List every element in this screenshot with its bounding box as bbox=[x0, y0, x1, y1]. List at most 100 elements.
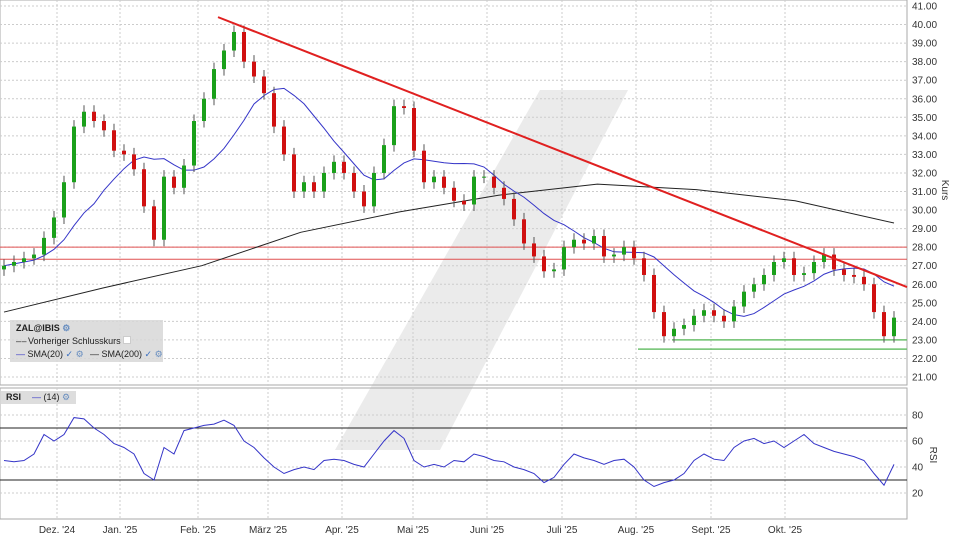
price-panel-frame bbox=[0, 0, 908, 386]
x-tick-label: Okt. '25 bbox=[768, 525, 803, 536]
candle-body bbox=[242, 31, 246, 62]
y-tick-label: 40.00 bbox=[912, 20, 937, 31]
candle-body bbox=[472, 176, 476, 205]
y-axis-label: Kurs bbox=[939, 180, 950, 201]
candle-body bbox=[442, 176, 446, 188]
candle-body bbox=[552, 269, 556, 272]
rsi-period[interactable]: — (14) ⚙ bbox=[32, 392, 71, 402]
candle-body bbox=[862, 276, 866, 285]
y-tick-label: 39.00 bbox=[912, 39, 937, 50]
rsi-legend: RSI — (14) ⚙ bbox=[0, 391, 76, 404]
candle-body bbox=[102, 121, 106, 131]
candle-body bbox=[882, 312, 886, 337]
candle-body bbox=[822, 254, 826, 262]
gear-icon[interactable]: ⚙ bbox=[75, 349, 84, 359]
candle-body bbox=[752, 284, 756, 292]
candle-body bbox=[802, 273, 806, 275]
rsi-tick-label: 40 bbox=[912, 463, 924, 474]
candle-body bbox=[282, 126, 286, 155]
x-tick-label: Aug. '25 bbox=[618, 525, 655, 536]
candle-body bbox=[402, 106, 406, 109]
candle-body bbox=[512, 198, 516, 220]
x-tick-label: Jan. '25 bbox=[103, 525, 138, 536]
gear-icon[interactable]: ⚙ bbox=[62, 392, 71, 402]
y-tick-label: 30.00 bbox=[912, 206, 937, 217]
candle-body bbox=[332, 161, 336, 173]
candle-body bbox=[62, 182, 66, 218]
check-icon[interactable]: ✓ bbox=[144, 349, 153, 359]
candle-body bbox=[312, 182, 316, 192]
candle-body bbox=[592, 236, 596, 244]
candle-body bbox=[272, 93, 276, 127]
candle-body bbox=[762, 274, 766, 285]
y-tick-label: 27.00 bbox=[912, 261, 937, 272]
checkbox-icon[interactable] bbox=[123, 336, 132, 344]
candle-body bbox=[662, 312, 666, 337]
candle-body bbox=[612, 254, 616, 257]
candle-body bbox=[82, 111, 86, 127]
candle-body bbox=[462, 200, 466, 205]
x-tick-label: März '25 bbox=[249, 525, 287, 536]
candle-body bbox=[382, 145, 386, 173]
candle-body bbox=[532, 243, 536, 257]
candle-body bbox=[702, 310, 706, 316]
y-tick-label: 28.00 bbox=[912, 243, 937, 254]
candle-body bbox=[832, 254, 836, 270]
y-tick-label: 32.00 bbox=[912, 168, 937, 179]
y-tick-label: 22.00 bbox=[912, 354, 937, 365]
candle-body bbox=[642, 258, 646, 275]
sma20-line bbox=[3, 87, 895, 317]
candle-body bbox=[692, 315, 696, 326]
candle-body bbox=[872, 284, 876, 313]
y-tick-label: 35.00 bbox=[912, 113, 937, 124]
x-tick-label: Sept. '25 bbox=[691, 525, 731, 536]
y-tick-label: 37.00 bbox=[912, 76, 937, 87]
rsi-panel-frame bbox=[0, 387, 908, 520]
legend-prev-close[interactable]: – – Vorheriger Schlusskurs bbox=[16, 336, 132, 346]
candle-body bbox=[292, 154, 296, 192]
candle-body bbox=[132, 154, 136, 170]
candle-body bbox=[162, 176, 166, 240]
y-tick-label: 25.00 bbox=[912, 298, 937, 309]
x-tick-label: Dez. '24 bbox=[39, 525, 76, 536]
candle-body bbox=[322, 172, 326, 192]
candle-body bbox=[252, 61, 256, 77]
candle-body bbox=[202, 98, 206, 122]
rsi-tick-label: 60 bbox=[912, 437, 924, 448]
y-tick-label: 38.00 bbox=[912, 57, 937, 68]
rsi-tick-label: 20 bbox=[912, 489, 924, 500]
y-tick-label: 41.00 bbox=[912, 2, 937, 13]
legend-sma200[interactable]: — SMA(200) ✓ ⚙ bbox=[90, 349, 163, 359]
candle-body bbox=[92, 111, 96, 122]
candle-body bbox=[192, 121, 196, 166]
sma200-line bbox=[3, 183, 895, 313]
x-tick-label: Apr. '25 bbox=[325, 525, 359, 536]
price-legend: ZAL@IBIS ⚙ – – Vorheriger Schlusskurs — … bbox=[10, 320, 163, 362]
candle-body bbox=[672, 328, 676, 337]
x-tick-label: Feb. '25 bbox=[180, 525, 216, 536]
x-tick-label: Juni '25 bbox=[470, 525, 505, 536]
legend-sma20[interactable]: — SMA(20) ✓ ⚙ bbox=[16, 349, 84, 359]
rsi-axis-label: RSI bbox=[927, 447, 938, 464]
x-tick-label: Mai '25 bbox=[397, 525, 429, 536]
candle-body bbox=[602, 236, 606, 257]
candle-body bbox=[522, 219, 526, 244]
candle-body bbox=[722, 315, 726, 322]
rsi-legend-title: RSI bbox=[6, 392, 22, 402]
candle-body bbox=[732, 306, 736, 322]
gear-icon[interactable]: ⚙ bbox=[62, 323, 71, 333]
candle-body bbox=[652, 274, 656, 313]
candle-body bbox=[772, 261, 776, 275]
candle-body bbox=[232, 31, 236, 51]
candle-body bbox=[892, 317, 896, 337]
y-tick-label: 26.00 bbox=[912, 280, 937, 291]
candle-body bbox=[12, 261, 16, 266]
check-icon[interactable]: ✓ bbox=[65, 349, 74, 359]
y-tick-label: 31.00 bbox=[912, 187, 937, 198]
rsi-line bbox=[3, 417, 895, 488]
candle-body bbox=[682, 325, 686, 329]
candle-body bbox=[572, 239, 576, 248]
candle-body bbox=[342, 161, 346, 173]
gear-icon[interactable]: ⚙ bbox=[154, 349, 163, 359]
